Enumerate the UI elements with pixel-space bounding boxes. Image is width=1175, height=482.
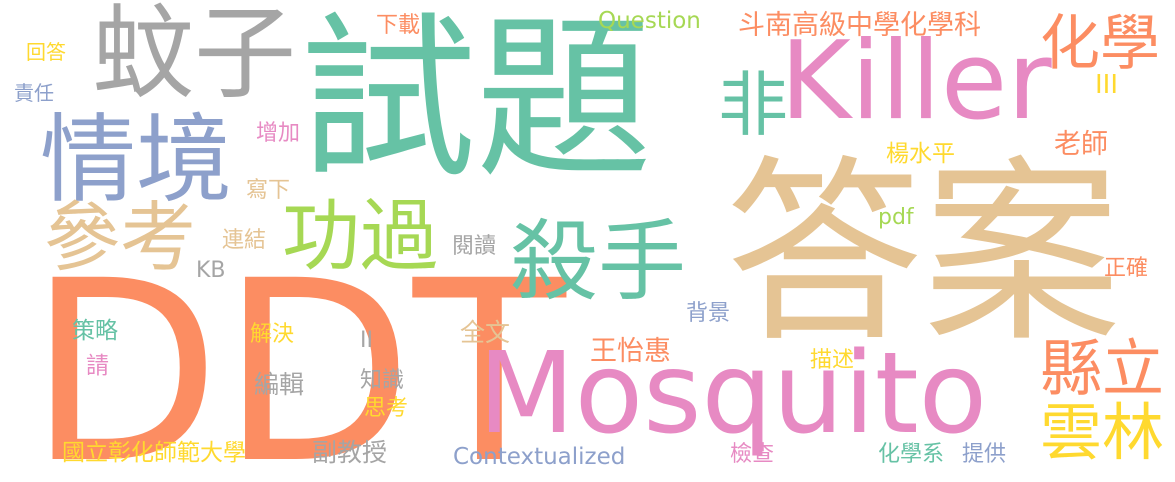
- word-iii: III: [1095, 70, 1119, 100]
- word-contextualized: Contextualized: [453, 444, 626, 470]
- word-dounan-school: 斗南高級中學化學科: [738, 10, 981, 41]
- word-huaxue: 化學: [1040, 9, 1160, 79]
- word-tigong: 提供: [962, 442, 1007, 467]
- word-zengjia: 增加: [256, 121, 301, 146]
- word-ncue: 國立彰化師範大學: [62, 440, 246, 466]
- word-huaxuexi: 化學系: [878, 442, 945, 467]
- word-kb: KB: [196, 258, 226, 283]
- word-sikao: 思考: [364, 396, 409, 421]
- word-pdf: pdf: [878, 205, 914, 230]
- word-fujiaoshou: 副教授: [312, 438, 388, 467]
- word-shiti: 試題: [300, 0, 653, 202]
- word-huida: 回答: [26, 40, 66, 64]
- word-zhishi: 知識: [360, 368, 405, 393]
- word-celue: 策略: [72, 318, 118, 344]
- word-qingjing: 情境: [40, 104, 232, 216]
- word-zhengque: 正確: [1104, 256, 1149, 281]
- word-yangshuiping: 楊水平: [886, 141, 955, 167]
- word-daan: 答案: [725, 138, 1121, 369]
- word-qing: 請: [86, 353, 109, 379]
- word-lianjie: 連結: [222, 228, 267, 253]
- word-ddt: DDT: [28, 227, 566, 482]
- word-fei: 非: [718, 64, 788, 146]
- word-shashou: 殺手: [510, 210, 687, 313]
- word-killer: Killer: [780, 19, 1052, 144]
- word-yuedu: 閱讀: [452, 234, 497, 259]
- word-cankao: 參考: [44, 193, 196, 282]
- word-ii: II: [360, 328, 373, 353]
- word-question: Question: [598, 8, 701, 34]
- word-miaoshu: 描述: [810, 348, 855, 373]
- word-xiexia: 寫下: [246, 178, 291, 203]
- word-zeren: 責任: [14, 81, 54, 105]
- word-jiancha: 檢查: [730, 442, 775, 467]
- word-yunlin: 雲林: [1040, 396, 1165, 469]
- word-wenzi: 蚊子: [92, 0, 296, 114]
- word-xiazai: 下載: [376, 13, 421, 38]
- word-beijing: 背景: [686, 301, 731, 326]
- word-jiejue: 解決: [250, 322, 295, 347]
- word-wangyihui: 王怡惠: [590, 336, 671, 367]
- word-xianli: 縣立: [1040, 332, 1165, 405]
- word-gongguo: 功過: [282, 192, 439, 282]
- word-quanwen: 全文: [460, 318, 511, 347]
- word-mosquito: Mosquito: [478, 329, 988, 459]
- word-laoshi: 老師: [1054, 129, 1108, 160]
- word-bianji: 編輯: [254, 370, 305, 399]
